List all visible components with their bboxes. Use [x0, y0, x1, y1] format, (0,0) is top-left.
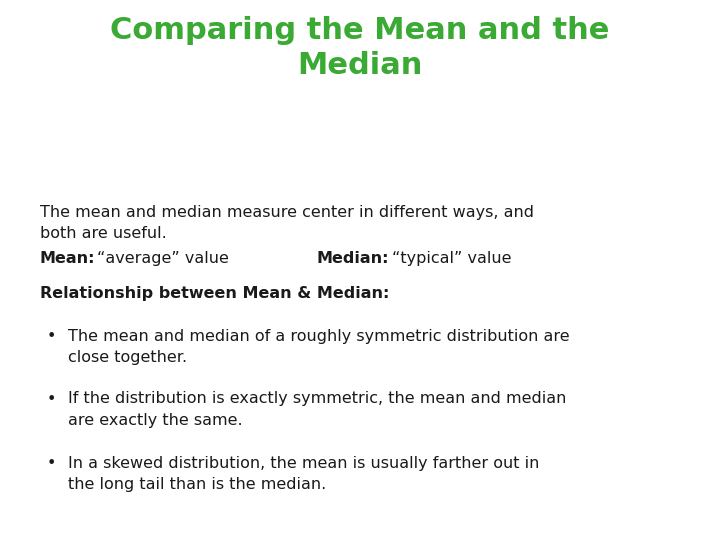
- Text: In a skewed distribution, the mean is usually farther out in
the long tail than : In a skewed distribution, the mean is us…: [68, 456, 540, 492]
- Text: •: •: [47, 392, 56, 407]
- Text: If the distribution is exactly symmetric, the mean and median
are exactly the sa: If the distribution is exactly symmetric…: [68, 392, 567, 428]
- Text: Mean:: Mean:: [40, 251, 95, 266]
- Text: The mean and median measure center in different ways, and
both are useful.: The mean and median measure center in di…: [40, 205, 534, 241]
- Text: Relationship between Mean & Median:: Relationship between Mean & Median:: [40, 286, 389, 301]
- Text: •: •: [47, 456, 56, 471]
- Text: Median:: Median:: [317, 251, 390, 266]
- Text: Comparing the Mean and the
Median: Comparing the Mean and the Median: [110, 16, 610, 80]
- Text: •: •: [47, 329, 56, 345]
- Text: The mean and median of a roughly symmetric distribution are
close together.: The mean and median of a roughly symmetr…: [68, 329, 570, 366]
- Text: “typical” value: “typical” value: [392, 251, 512, 266]
- Text: “average” value: “average” value: [97, 251, 229, 266]
